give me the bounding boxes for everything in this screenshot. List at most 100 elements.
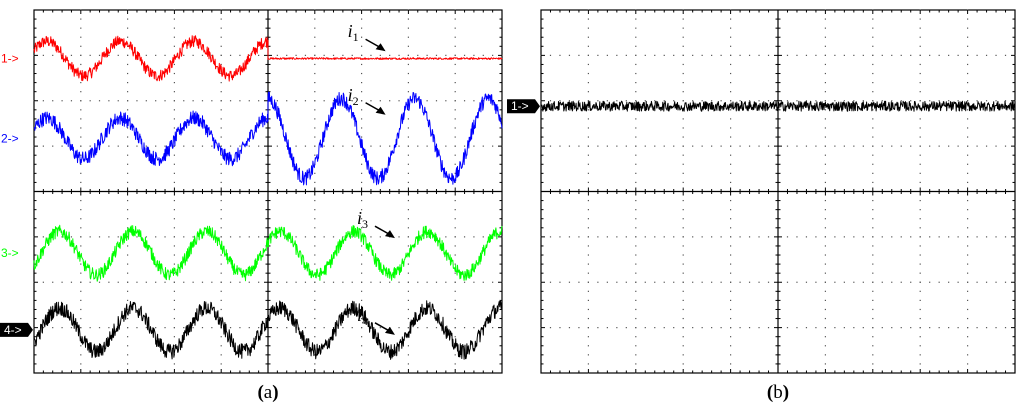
grid-dot (361, 118, 363, 120)
grid-dot (314, 36, 316, 38)
grid-dot (454, 290, 456, 292)
grid-dot (407, 363, 409, 365)
grid-dot (379, 100, 381, 102)
grid-dot (701, 236, 703, 238)
grid-dot (872, 363, 874, 365)
grid-dot (127, 199, 129, 202)
grid-dot (314, 145, 316, 147)
grid-dot (61, 236, 63, 238)
grid-dot (730, 136, 732, 138)
grid-dot (435, 100, 438, 102)
grid-dot (900, 236, 902, 238)
grid-dot (1004, 100, 1007, 102)
grid-dot (891, 236, 893, 238)
grid-dot (454, 236, 456, 238)
grid-dot (957, 281, 959, 283)
grid-dot (824, 308, 826, 311)
grid-dot (881, 327, 883, 329)
grid-dot (635, 272, 637, 274)
grid-dot (80, 163, 82, 165)
grid-dot (587, 118, 589, 120)
grid-dot (435, 281, 438, 283)
grid-dot (398, 145, 400, 147)
grid-dot (682, 154, 684, 156)
grid-dot (173, 181, 175, 184)
grid-dot (211, 100, 213, 102)
grid-dot (635, 299, 637, 301)
grid-dot (454, 154, 456, 156)
grid-dot (370, 100, 372, 102)
grid-dot (919, 290, 921, 292)
annotation-i2: i2 (348, 85, 359, 108)
grid-dot (929, 327, 931, 329)
grid-dot (89, 54, 91, 56)
grid-dot (80, 118, 82, 120)
grid-dot (127, 27, 129, 29)
grid-dot (342, 145, 344, 147)
grid-dot (80, 181, 82, 184)
grid-dot (730, 109, 732, 111)
grid-dot (673, 236, 675, 238)
grid-dot (1004, 327, 1007, 329)
grid-dot (314, 91, 316, 93)
grid-dot (332, 236, 335, 238)
grid-dot (314, 154, 316, 156)
grid-dot (682, 36, 684, 38)
grid-dot (730, 254, 732, 256)
grid-dot (108, 54, 110, 56)
grid-dot (473, 281, 475, 283)
grid-dot (872, 308, 874, 311)
grid-dot (815, 54, 817, 56)
grid-dot (173, 109, 175, 111)
grid-dot (248, 281, 250, 283)
grid-dot (80, 218, 82, 220)
grid-dot (173, 163, 175, 165)
grid-dot (720, 281, 722, 283)
grid-dot (587, 199, 589, 202)
grid-dot (173, 118, 175, 120)
grid-dot (635, 290, 637, 292)
grid-dot (314, 172, 316, 174)
grid-dot (127, 272, 129, 274)
grid-dot (323, 281, 325, 283)
grid-dot (248, 236, 250, 238)
grid-dot (248, 327, 250, 329)
grid-dot (853, 54, 855, 56)
grid-dot (872, 118, 874, 120)
grid-dot (117, 54, 119, 56)
grid-dot (164, 100, 166, 102)
grid-dot (682, 317, 684, 320)
grid-dot (445, 236, 447, 238)
grid-dot (824, 163, 826, 165)
grid-dot (967, 118, 969, 120)
grid-dot (682, 236, 684, 238)
grid-dot (361, 63, 363, 66)
grid-dot (881, 54, 883, 56)
grid-dot (786, 54, 789, 56)
grid-dot (220, 227, 222, 229)
grid-dot (314, 54, 316, 56)
grid-dot (967, 236, 969, 238)
grid-dot (919, 181, 921, 184)
grid-dot (559, 236, 561, 238)
grid-dot (682, 327, 684, 329)
grid-dot (967, 354, 969, 356)
grid-dot (407, 36, 409, 38)
grid-dot (407, 118, 409, 120)
grid-dot (711, 100, 713, 102)
grid-dot (919, 100, 921, 102)
channel-marker-i2: 2-> (1, 131, 19, 145)
grid-dot (587, 27, 589, 29)
grid-dot (663, 100, 665, 102)
grid-dot (682, 118, 684, 120)
grid-dot (549, 327, 552, 329)
grid-dot (80, 299, 82, 301)
grid-dot (635, 281, 637, 283)
grid-dot (862, 281, 864, 283)
grid-dot (342, 327, 344, 329)
grid-dot (361, 136, 363, 138)
grid-dot (872, 18, 874, 20)
grid-dot (398, 54, 400, 56)
grid-dot (454, 281, 456, 283)
trace-i1 (33, 35, 503, 82)
